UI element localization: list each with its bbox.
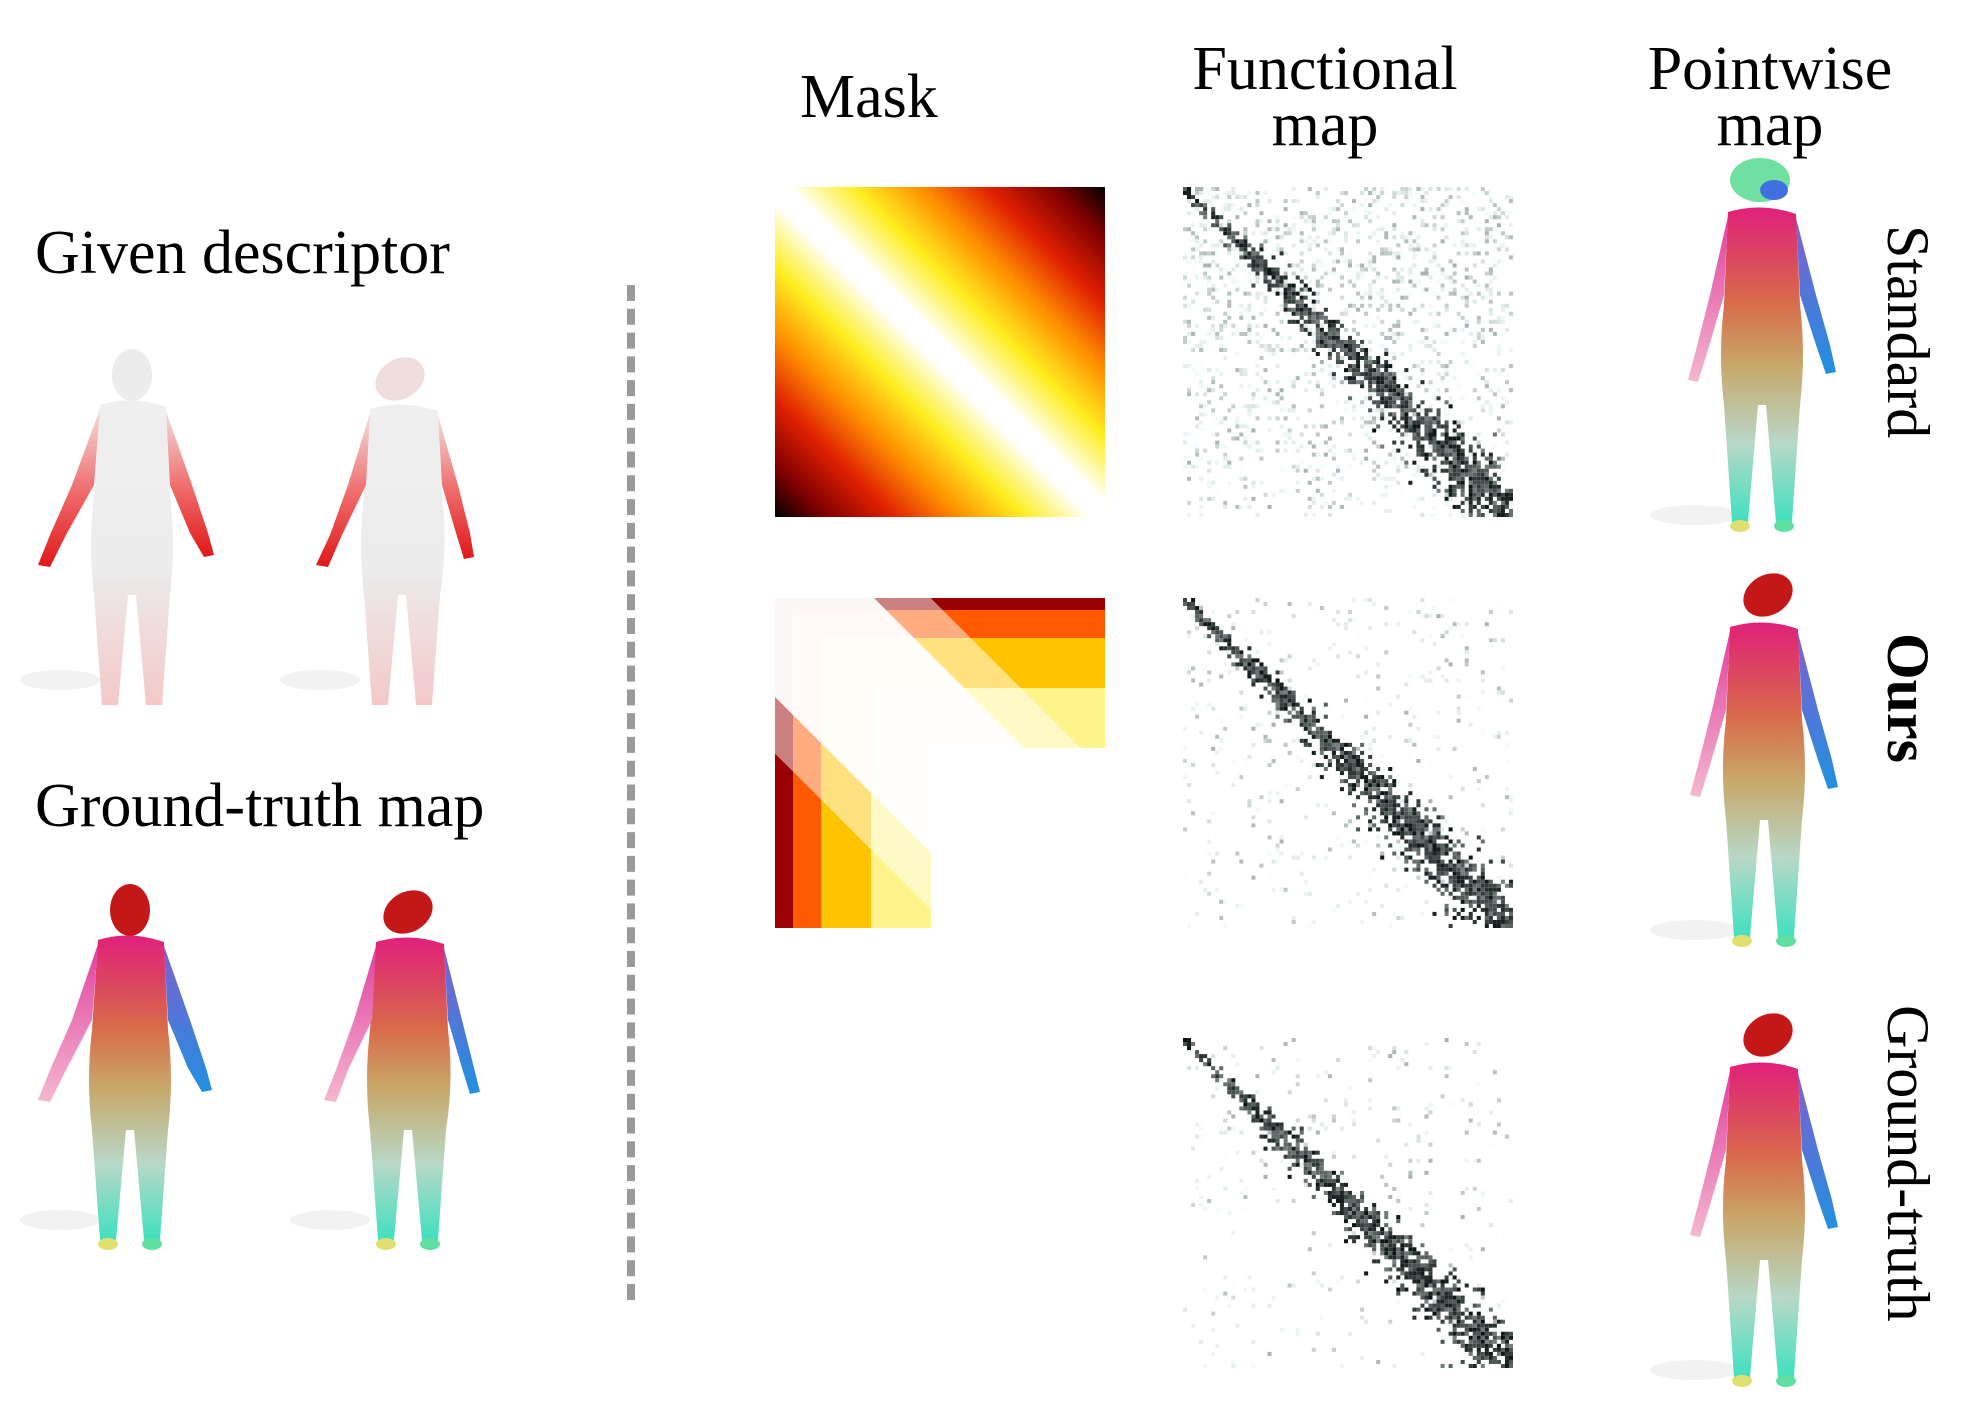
pointwise-map-header: Pointwise map: [1620, 35, 1920, 159]
mask-header: Mask: [800, 63, 938, 131]
row-label-ground-truth: Ground-truth: [1875, 1005, 1941, 1322]
functional-map-matrix-standard: [1183, 187, 1513, 517]
ground-truth-map-label: Ground-truth map: [35, 772, 485, 840]
given-descriptor-label: Given descriptor: [35, 219, 450, 287]
row-label-ours: Ours: [1875, 633, 1941, 764]
descriptor-figure-2: [280, 357, 474, 705]
pointwise-figure-standard: [1650, 158, 1836, 532]
descriptor-figure-1: [20, 349, 214, 705]
pointwise-map-header-line-2: map: [1716, 90, 1824, 159]
functional-map-matrix-ground-truth: [1183, 1038, 1513, 1368]
pointwise-figure-ground-truth: [1650, 1013, 1838, 1387]
pointwise-map-header-line-1: Pointwise: [1647, 35, 1893, 103]
section-divider: [627, 285, 635, 1300]
ground-truth-figure-1: [20, 884, 212, 1250]
mask-matrix-ours: [697, 520, 1183, 1006]
functional-map-header-line-2: map: [1271, 90, 1379, 159]
row-label-standard: Standard: [1875, 225, 1941, 439]
pointwise-figure-ours: [1650, 573, 1838, 947]
functional-map-matrix-ours: [1183, 598, 1513, 928]
mask-matrix-standard: [775, 187, 1105, 517]
functional-map-header: Functional map: [1160, 35, 1490, 159]
ground-truth-figure-2: [290, 890, 480, 1250]
functional-map-header-line-1: Functional: [1192, 35, 1458, 103]
